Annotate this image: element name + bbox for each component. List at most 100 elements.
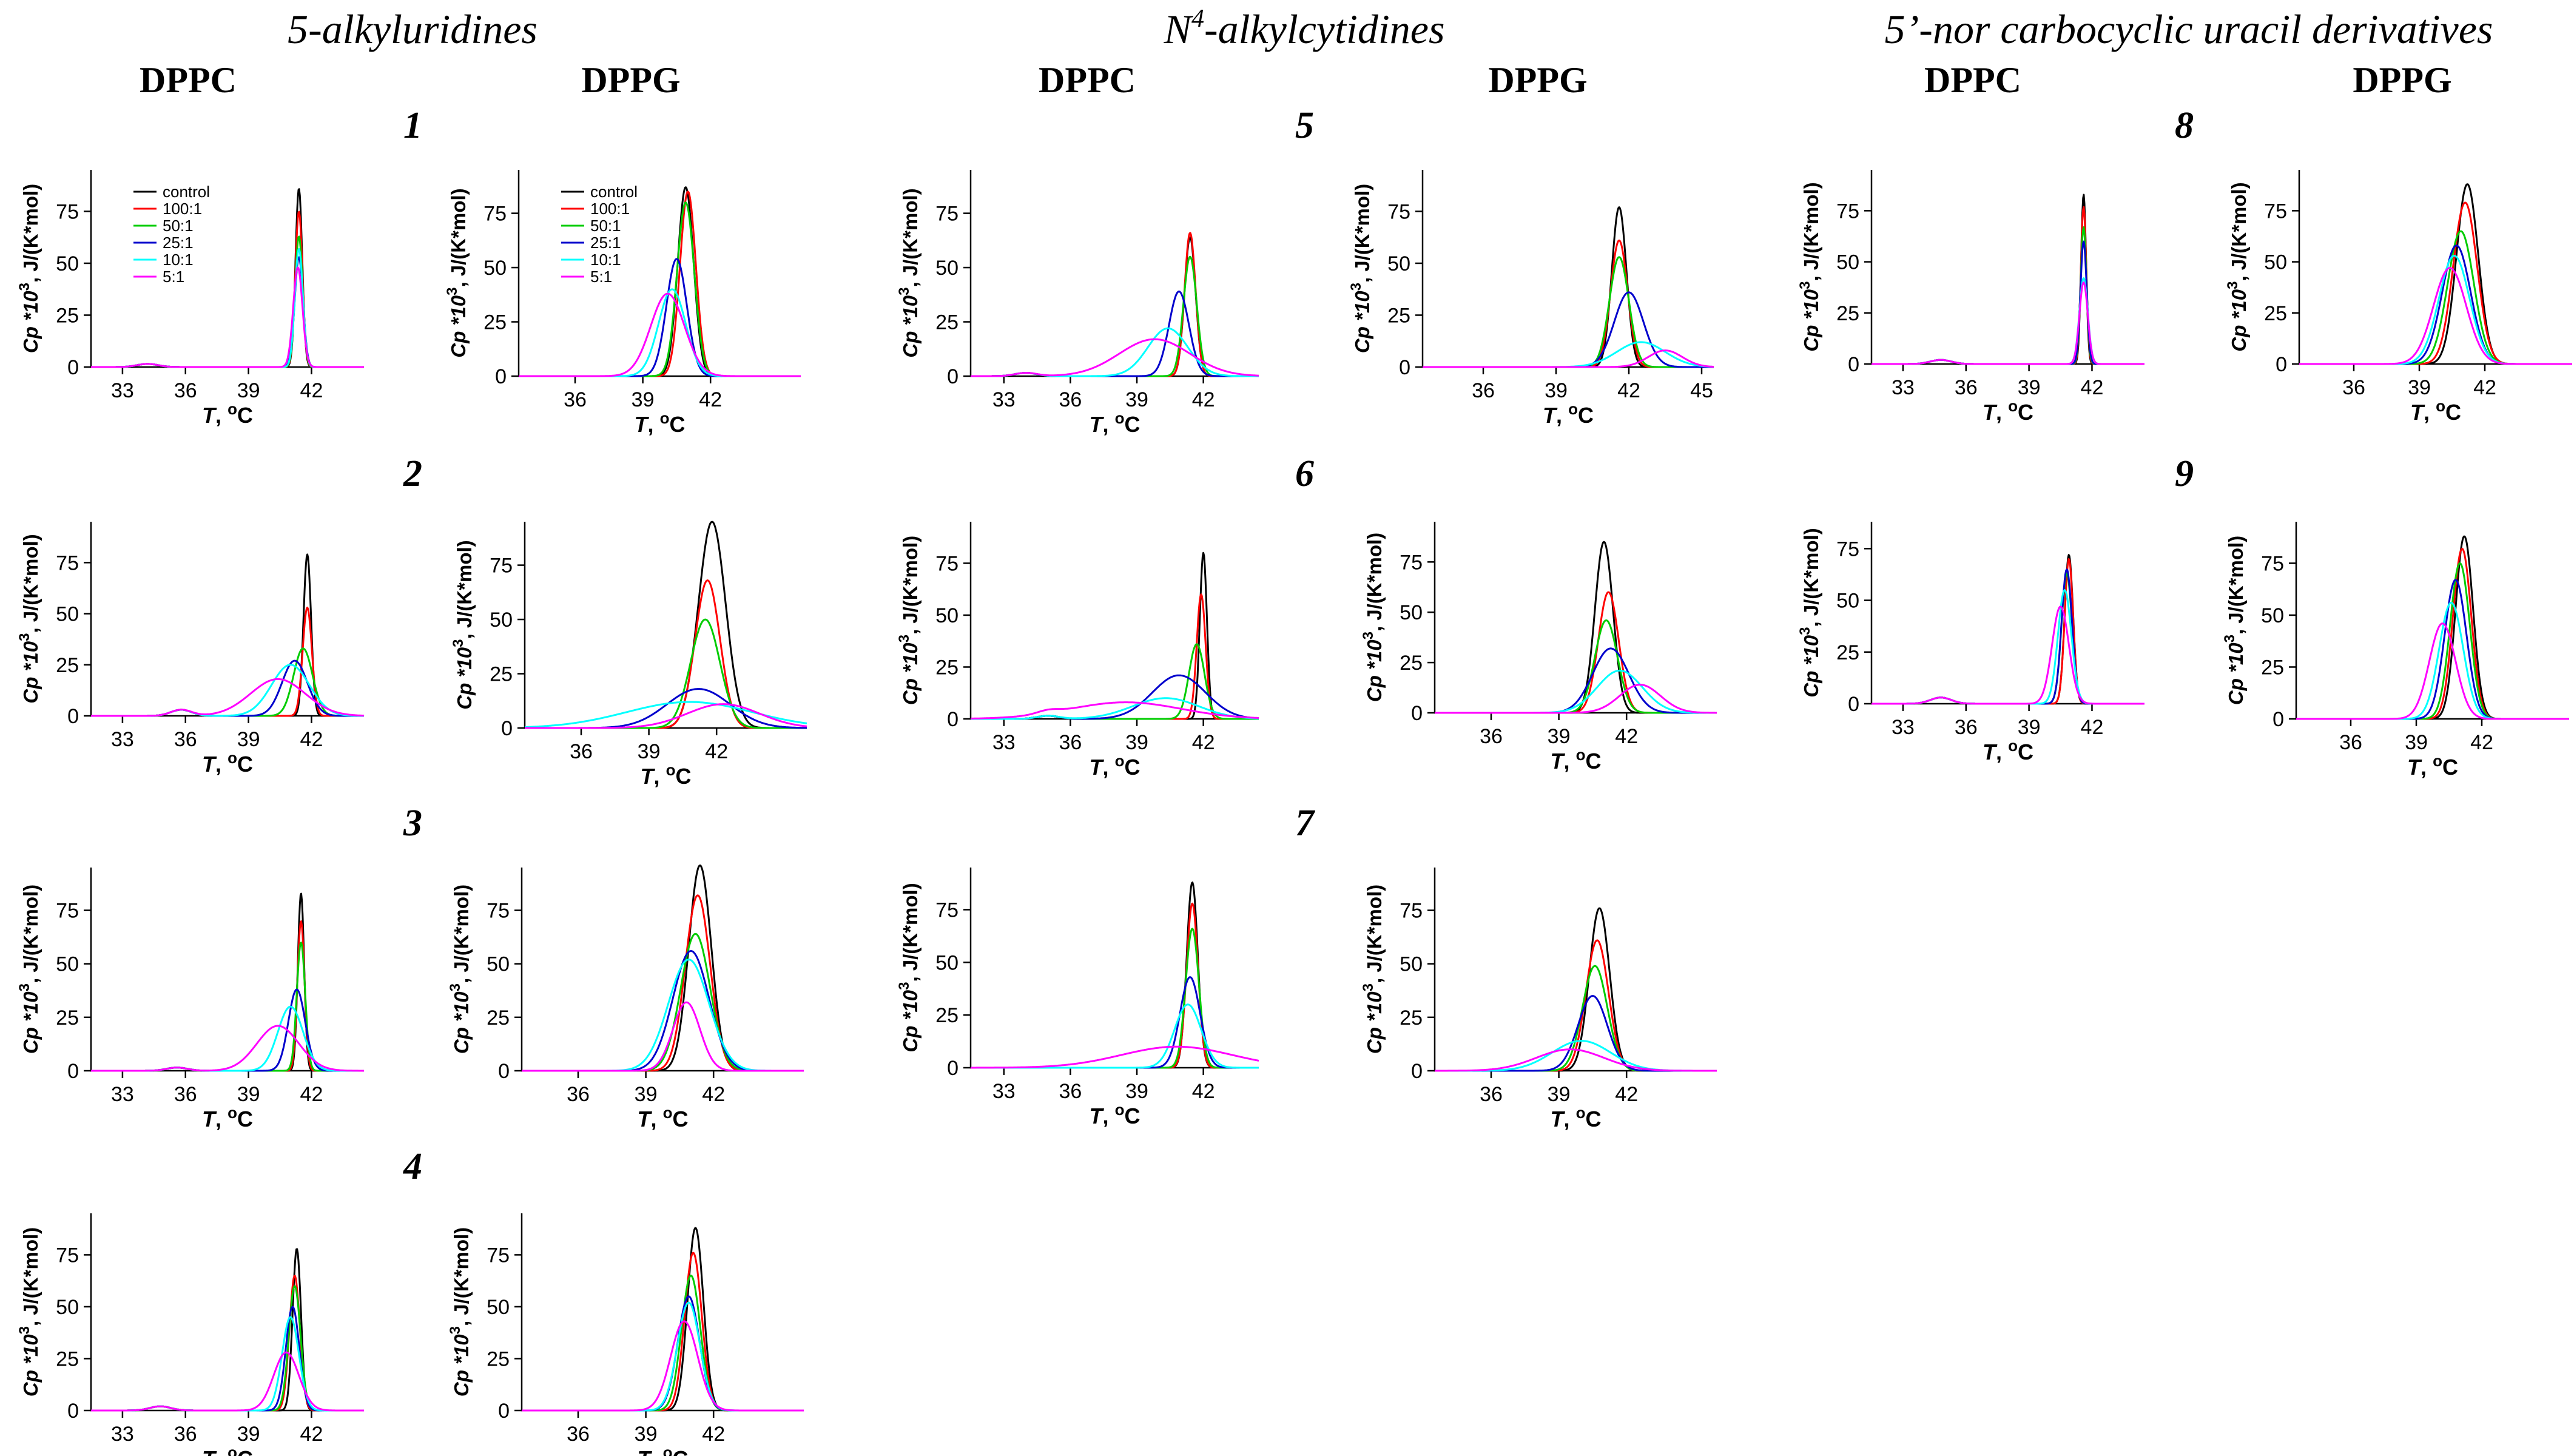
y-tick-label: 75: [2264, 200, 2287, 223]
x-axis-label: T, oC: [1983, 736, 2033, 764]
y-tick-label: 0: [2276, 353, 2287, 376]
y-tick-label: 75: [56, 900, 79, 923]
axis-lines: [1870, 522, 2144, 705]
axis-lines: [969, 868, 1259, 1069]
chart-panel-c4-dppc: 0 25 50 75 33 36 39 42 Cp *103, J/(K*mol) T, oC: [16, 1213, 365, 1456]
series-line-control: [1422, 206, 1714, 368]
y-tick-label: 25: [2261, 656, 2284, 679]
y-tick-label: 75: [56, 1244, 79, 1267]
x-tick-label: 39: [237, 728, 260, 751]
x-tick-label: 39: [2408, 376, 2431, 399]
series-line-25-1: [90, 1306, 365, 1412]
y-tick-label: 25: [487, 1006, 510, 1030]
legend-label: control: [163, 183, 210, 201]
series-line-100-1: [970, 232, 1259, 377]
series-line-control: [970, 236, 1259, 377]
x-axis-label: T, oC: [2407, 752, 2458, 780]
chart-panel-c5-dppc: 0 25 50 75 33 36 39 42 Cp *103, J/(K*mol) T, oC: [896, 170, 1259, 437]
series-line-100-1: [90, 1275, 365, 1412]
series-line-100-1: [90, 211, 365, 368]
chart-panel-c6-dppg: 0 25 50 75 36 39 42 Cp *103, J/(K*mol) T, oC: [1360, 522, 1717, 774]
chart-panel-c2-dppc: 0 25 50 75 33 36 39 42 Cp *103, J/(K*mol) T, oC: [16, 522, 365, 777]
y-tick-label: 75: [935, 898, 959, 922]
x-tick-label: 39: [1125, 1080, 1148, 1103]
series-line-100-1: [1871, 206, 2145, 365]
x-tick-label: 42: [300, 1423, 323, 1446]
series-line-25-1: [970, 290, 1259, 377]
y-tick-label: 75: [2261, 552, 2284, 575]
compound-label-7: 7: [1295, 803, 1314, 844]
compound-label-8: 8: [2175, 105, 2194, 146]
y-tick-label: 0: [67, 356, 79, 379]
y-tick-label: 25: [490, 663, 513, 686]
legend-label: 50:1: [590, 217, 621, 235]
series-line-25-1: [970, 976, 1259, 1069]
column-label-dppg-2: DPPG: [1488, 60, 1588, 100]
y-tick-label: 25: [935, 656, 959, 679]
y-axis-label: Cp *103, J/(K*mol): [1797, 528, 1822, 697]
legend-label: 100:1: [590, 200, 630, 218]
series-line-10-1: [90, 248, 365, 368]
x-tick-label: 39: [237, 1423, 260, 1446]
series-line-control: [90, 188, 365, 368]
x-axis-label: T, oC: [202, 1104, 253, 1131]
y-tick-label: 0: [947, 708, 959, 731]
y-tick-label: 25: [487, 1347, 510, 1370]
legend-label: 5:1: [590, 268, 612, 286]
series-line-100-1: [90, 920, 365, 1072]
series-line-control: [2299, 183, 2573, 365]
y-tick-label: 75: [56, 551, 79, 575]
y-tick-label: 25: [56, 1347, 79, 1370]
x-axis-label: T, oC: [2410, 397, 2461, 425]
series-line-50-1: [1871, 226, 2145, 365]
compound-label-1: 1: [403, 105, 422, 146]
x-tick-label: 39: [1125, 731, 1148, 754]
x-tick-label: 33: [992, 731, 1016, 754]
chart-panel-c5-dppg: 0 25 50 75 36 39 42 45 Cp *103, J/(K*mol) T, oC: [1348, 170, 1714, 428]
y-axis-label: Cp *103, J/(K*mol): [1797, 182, 1822, 351]
x-tick-label: 33: [111, 1423, 134, 1446]
y-axis-label: Cp *103, J/(K*mol): [896, 536, 921, 705]
y-tick-label: 25: [1400, 652, 1423, 675]
series-line-control: [524, 521, 807, 729]
chart-panel-c8-dppg: 0 25 50 75 36 39 42 Cp *103, J/(K*mol) T, oC: [2225, 170, 2573, 425]
x-tick-label: 39: [635, 1423, 658, 1446]
y-axis-label: Cp *103, J/(K*mol): [16, 534, 42, 703]
x-axis-label: T, oC: [638, 1443, 689, 1456]
group-title-n4-alkylcytidines: N4-alkylcytidines: [1164, 6, 1445, 50]
x-axis-label: T, oC: [638, 1104, 689, 1131]
x-axis-label: T, oC: [1543, 400, 1594, 428]
y-tick-label: 50: [1400, 953, 1423, 976]
chart-panel-c9-dppc: 0 25 50 75 33 36 39 42 Cp *103, J/(K*mol) T, oC: [1797, 522, 2145, 764]
series-line-5-1: [970, 338, 1259, 377]
series-line-control: [90, 892, 365, 1072]
chart-panel-c3-dppc: 0 25 50 75 33 36 39 42 Cp *103, J/(K*mol) T, oC: [16, 868, 365, 1131]
y-axis-label: Cp *103, J/(K*mol): [2225, 182, 2250, 351]
x-tick-label: 36: [2339, 731, 2362, 754]
series-line-control: [2296, 535, 2570, 720]
x-tick-label: 36: [174, 728, 197, 751]
x-tick-label: 42: [705, 740, 728, 763]
y-tick-label: 25: [56, 1006, 79, 1030]
series-line-25-1: [1434, 647, 1717, 714]
x-tick-label: 33: [992, 1080, 1016, 1103]
y-axis-label: Cp *103, J/(K*mol): [1360, 885, 1386, 1054]
series-line-25-1: [90, 256, 365, 368]
x-axis-label: T, oC: [1090, 752, 1140, 780]
x-tick-label: 33: [992, 388, 1016, 411]
series-line-5-1: [90, 1025, 365, 1072]
x-axis-label: T, oC: [1551, 1104, 1602, 1131]
y-tick-label: 0: [67, 1060, 79, 1083]
series-line-25-1: [90, 988, 365, 1072]
y-tick-label: 0: [501, 717, 513, 740]
y-tick-label: 50: [935, 257, 959, 280]
x-tick-label: 39: [2018, 716, 2041, 739]
y-tick-label: 0: [1411, 1060, 1423, 1083]
series-line-control: [1871, 194, 2145, 365]
series-line-50-1: [970, 643, 1259, 720]
column-label-dppg-3: DPPG: [2353, 60, 2452, 100]
series-line-50-1: [1434, 965, 1717, 1072]
y-tick-label: 25: [1387, 304, 1410, 327]
series-line-25-1: [521, 950, 804, 1072]
legend-label: 10:1: [590, 251, 621, 269]
